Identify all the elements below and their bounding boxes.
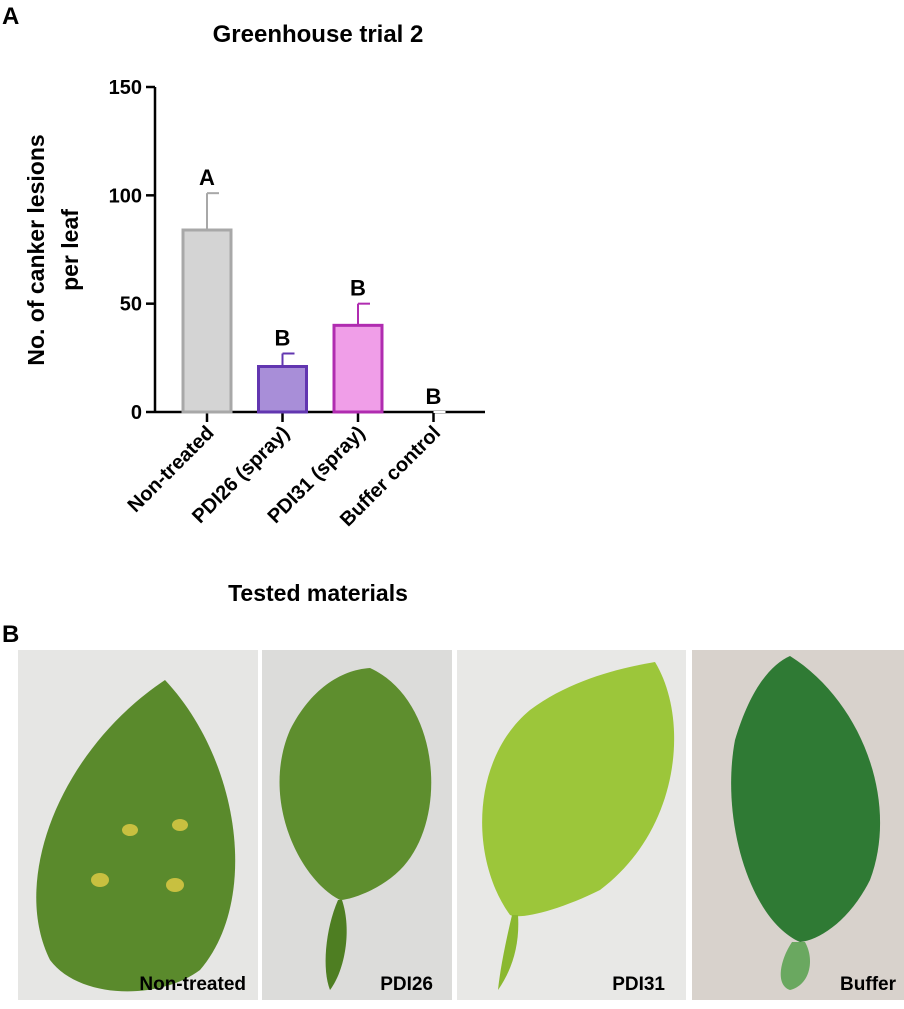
significance-letter: A	[199, 165, 215, 190]
y-tick-label: 150	[109, 77, 142, 99]
bar	[332, 323, 384, 414]
photo-label: Non-treated	[139, 974, 246, 995]
y-axis-label: No. of canker lesions	[23, 134, 49, 365]
y-tick-label: 0	[131, 402, 142, 424]
x-axis-label: Tested materials	[228, 580, 408, 606]
bar	[257, 365, 308, 414]
y-tick-label: 50	[120, 294, 142, 316]
y-axis-label: per leaf	[57, 209, 83, 291]
significance-letter: B	[275, 326, 291, 351]
chart-title: Greenhouse trial 2	[213, 21, 424, 48]
significance-letter: B	[350, 276, 366, 301]
bar	[181, 228, 233, 414]
photo-label: PDI26	[380, 974, 433, 995]
photo-label: Buffer	[840, 974, 897, 995]
photo-panel	[18, 650, 904, 1000]
panel-label: A	[2, 3, 19, 30]
panel-label: B	[2, 621, 19, 648]
photo-label: PDI31	[612, 974, 665, 995]
y-tick-label: 100	[109, 185, 142, 207]
significance-letter: B	[426, 384, 442, 409]
